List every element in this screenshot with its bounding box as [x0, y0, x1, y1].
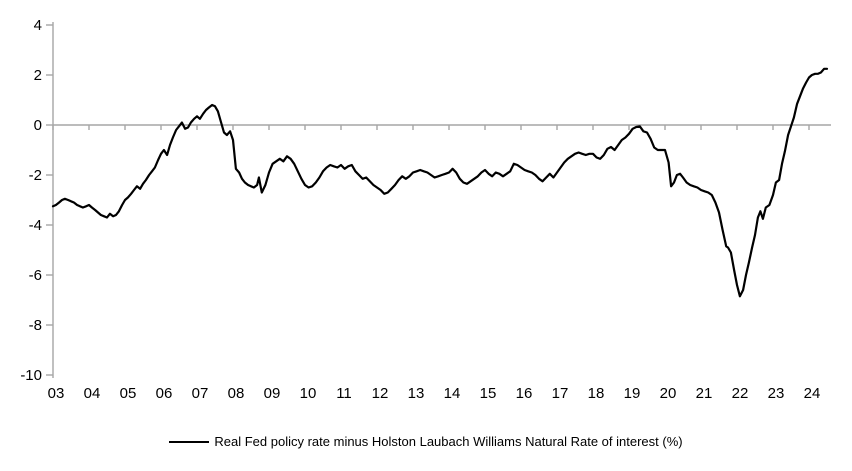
y-tick-label: -10 [20, 367, 42, 384]
x-tick-label: 24 [804, 385, 821, 402]
legend-label: Real Fed policy rate minus Holston Lauba… [214, 434, 683, 449]
x-tick-label: 10 [300, 385, 317, 402]
x-tick-label: 08 [228, 385, 245, 402]
x-tick-label: 21 [696, 385, 713, 402]
x-tick-label: 22 [732, 385, 749, 402]
y-tick-label: 2 [34, 67, 42, 84]
x-tick-label: 04 [84, 385, 101, 402]
x-tick-label: 09 [264, 385, 281, 402]
x-tick-label: 06 [156, 385, 173, 402]
x-tick-label: 07 [192, 385, 209, 402]
x-tick-label: 20 [660, 385, 677, 402]
series-layer [51, 67, 829, 298]
x-tick-label: 17 [552, 385, 569, 402]
x-tick-label: 19 [624, 385, 641, 402]
x-tick-label: 03 [48, 385, 65, 402]
y-tick-label: 4 [34, 17, 42, 34]
y-tick-label: -2 [29, 167, 42, 184]
y-tick-label: -8 [29, 317, 42, 334]
x-tick-label: 16 [516, 385, 533, 402]
x-tick-label: 05 [120, 385, 137, 402]
x-tick-label: 18 [588, 385, 605, 402]
series-line [51, 67, 829, 298]
chart-legend: Real Fed policy rate minus Holston Lauba… [0, 434, 852, 449]
x-tick-label: 13 [408, 385, 425, 402]
legend-line-swatch [169, 440, 210, 443]
x-tick-label: 14 [444, 385, 461, 402]
y-tick-label: 0 [34, 117, 42, 134]
x-tick-label: 23 [768, 385, 785, 402]
x-tick-label: 12 [372, 385, 389, 402]
y-tick-label: -6 [29, 267, 42, 284]
x-tick-label: 11 [336, 385, 352, 402]
x-tick-label: 15 [480, 385, 497, 402]
y-tick-label: -4 [29, 217, 42, 234]
